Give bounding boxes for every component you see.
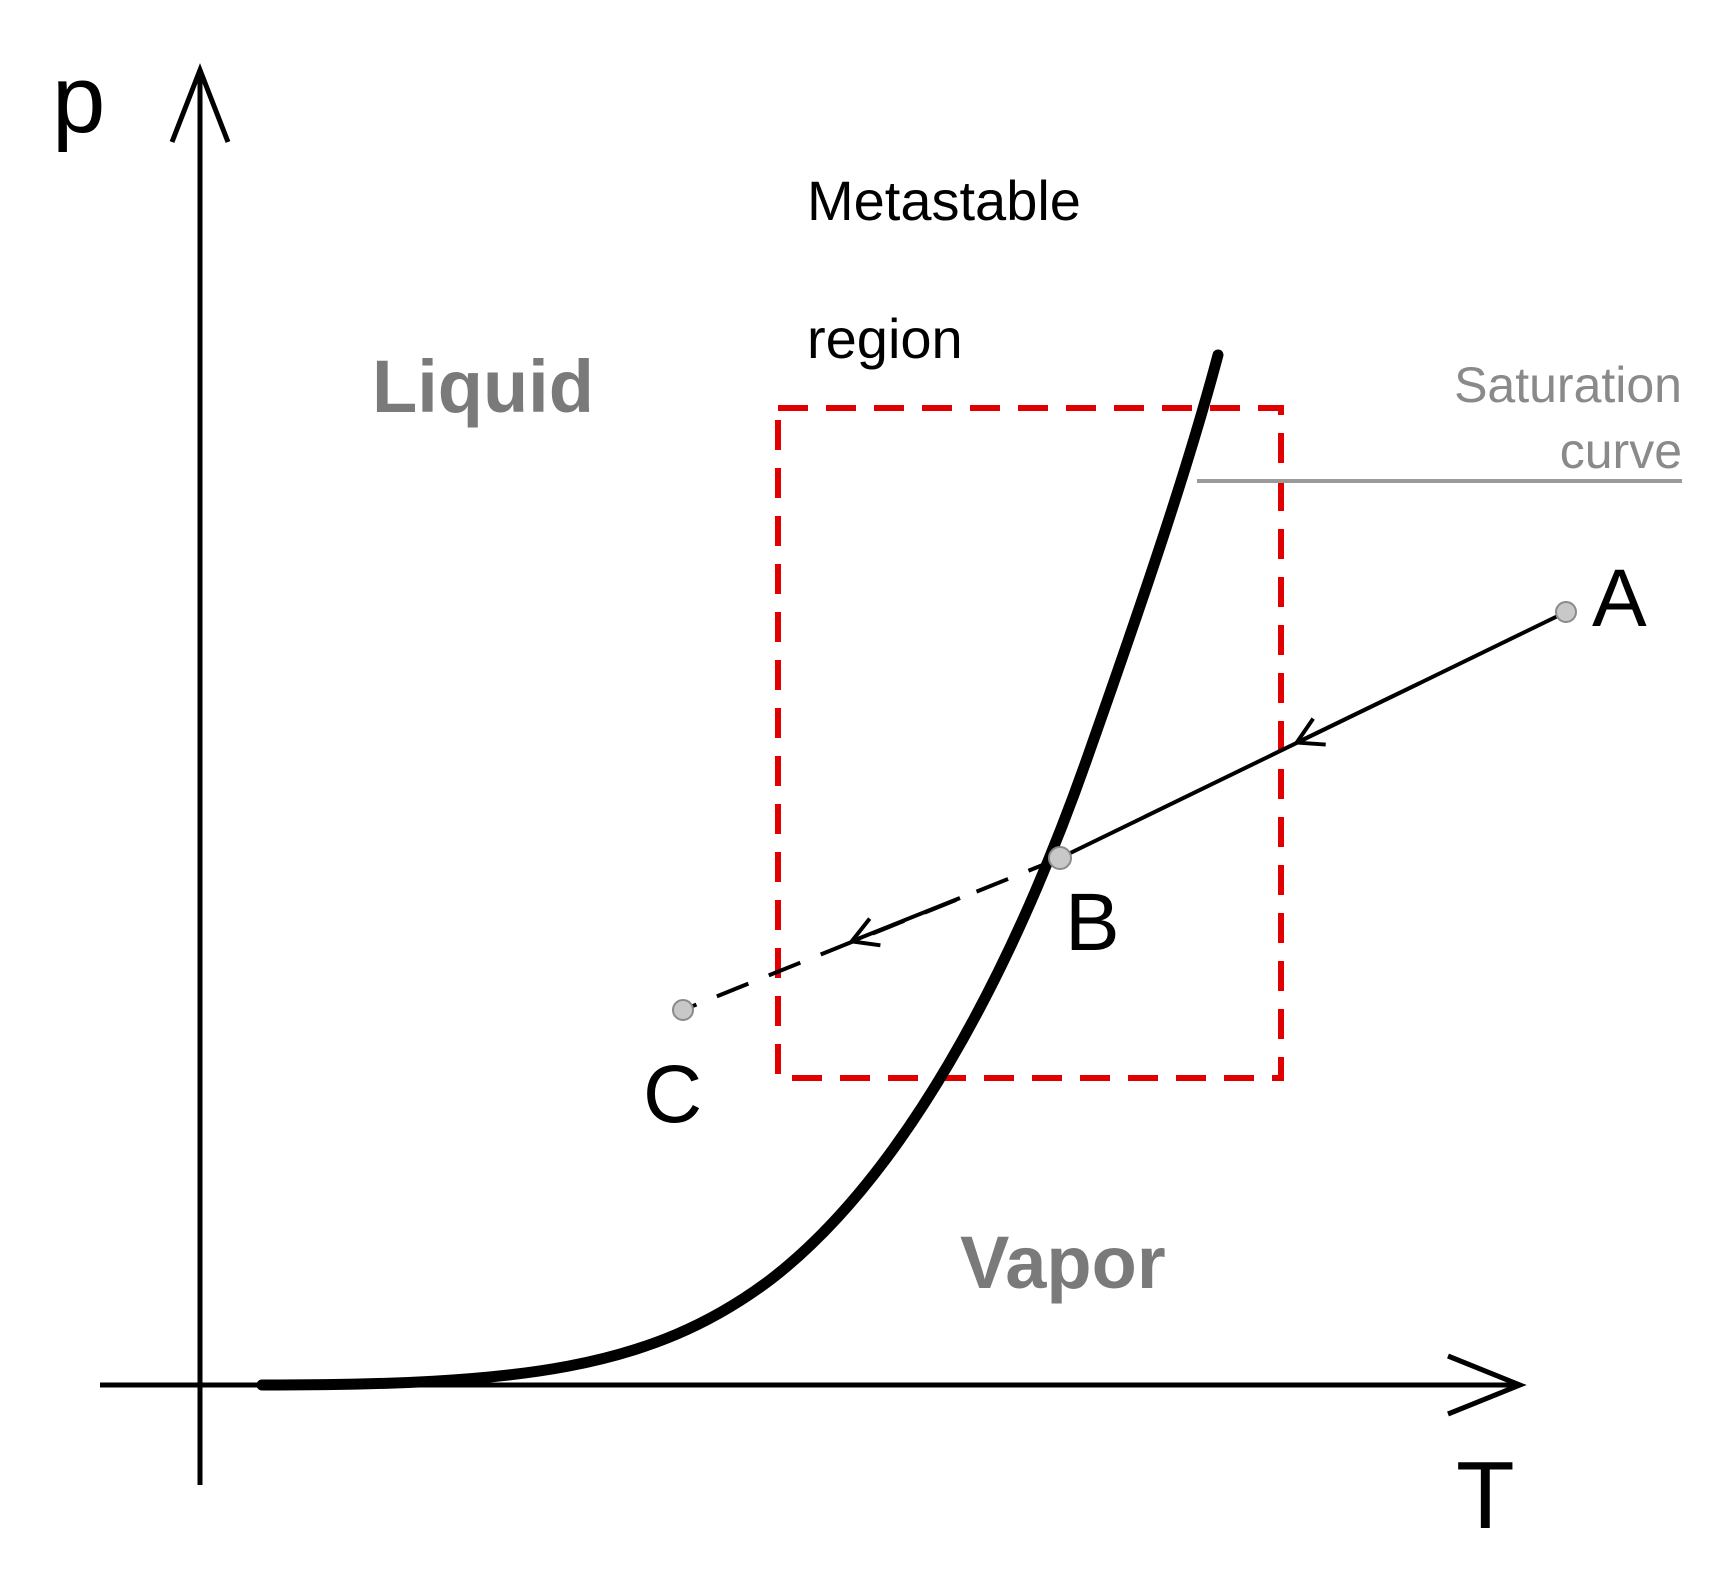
process-arrow-a-b [1293,681,1421,747]
point-c-marker [672,999,694,1021]
metastable-region-box [775,405,1284,1081]
process-arrow-b-c [847,896,961,948]
saturation-curve [256,349,1224,1391]
x-axis-label: T [1456,1442,1515,1549]
process-line-b-c [682,856,1061,1012]
vapor-region-label: Vapor [960,1221,1166,1304]
y-axis-arrowhead-icon [169,63,231,143]
x-axis-arrowhead-icon [1447,1353,1527,1417]
saturation-label-line2: curve [1560,423,1682,479]
liquid-region-label: Liquid [372,345,594,428]
point-b-marker [1048,846,1072,870]
saturation-label-line1: Saturation [1454,357,1682,413]
y-axis-label: p [52,46,105,153]
point-c-label: C [643,1049,702,1140]
point-a-label: A [1592,553,1647,644]
metastable-label-line1: Metastable [807,169,1081,232]
point-b-label: B [1065,877,1120,968]
metastable-label-line2: region [807,307,963,370]
point-a-marker [1555,601,1577,623]
